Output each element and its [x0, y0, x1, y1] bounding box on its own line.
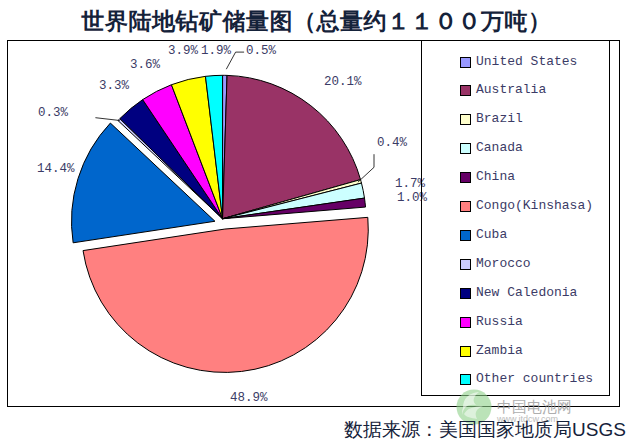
svg-text:中国电池网: 中国电池网: [497, 398, 572, 415]
